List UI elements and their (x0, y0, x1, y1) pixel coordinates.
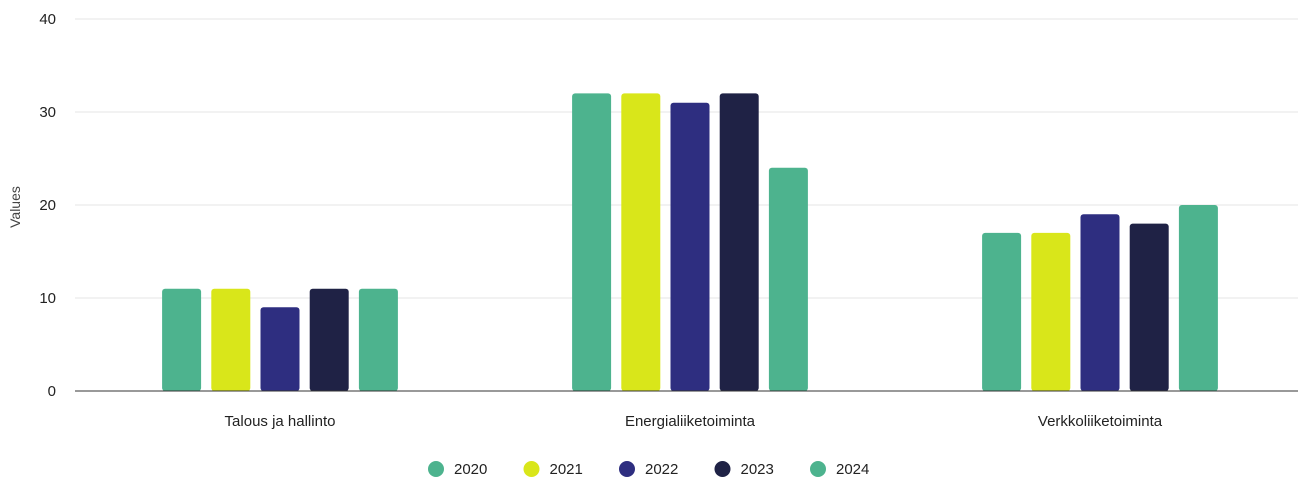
bar (768, 167, 808, 391)
bar (572, 93, 612, 392)
legend-label: 2023 (741, 461, 774, 478)
legend-swatch (714, 461, 731, 477)
legend-swatch (810, 461, 826, 477)
x-axis-categories: Talous ja hallinto Energialiiketoiminta Ve… (225, 413, 1163, 430)
y-tick-label: 30 (39, 104, 56, 121)
bar (719, 93, 759, 392)
legend-item[interactable]: 2023 (714, 461, 774, 478)
legend[interactable]: 2020 2021 2022 2023 2024 (428, 461, 869, 478)
bar (670, 102, 710, 391)
y-tick-label: 0 (48, 383, 56, 400)
bar (1080, 214, 1120, 391)
x-category-label: Energialiiketoiminta (625, 413, 756, 430)
y-tick-label: 20 (39, 197, 56, 214)
bar (162, 288, 202, 391)
legend-label: 2022 (645, 461, 678, 478)
bar (621, 93, 661, 392)
bar (211, 288, 251, 391)
y-tick-label: 10 (39, 290, 56, 307)
legend-swatch (523, 461, 540, 477)
y-axis-ticks: 0 10 20 30 40 (39, 11, 56, 400)
legend-label: 2024 (836, 461, 869, 478)
bar (358, 288, 398, 391)
legend-item[interactable]: 2024 (810, 461, 869, 478)
x-category-label: Verkkoliiketoiminta (1038, 413, 1163, 430)
legend-label: 2021 (550, 461, 583, 478)
bars (162, 93, 1218, 392)
y-axis-label: Values (7, 186, 23, 228)
bar (1129, 223, 1169, 391)
legend-swatch (619, 461, 635, 477)
legend-item[interactable]: 2022 (619, 461, 678, 478)
bar (982, 232, 1022, 391)
bar (309, 288, 349, 391)
bar (260, 307, 300, 391)
x-category-label: Talous ja hallinto (225, 413, 336, 430)
bar (1031, 232, 1071, 391)
legend-label: 2020 (454, 461, 487, 478)
bar (1178, 205, 1218, 391)
y-tick-label: 40 (39, 11, 56, 28)
legend-item[interactable]: 2020 (428, 461, 487, 478)
legend-swatch (428, 461, 444, 477)
legend-item[interactable]: 2021 (523, 461, 583, 478)
